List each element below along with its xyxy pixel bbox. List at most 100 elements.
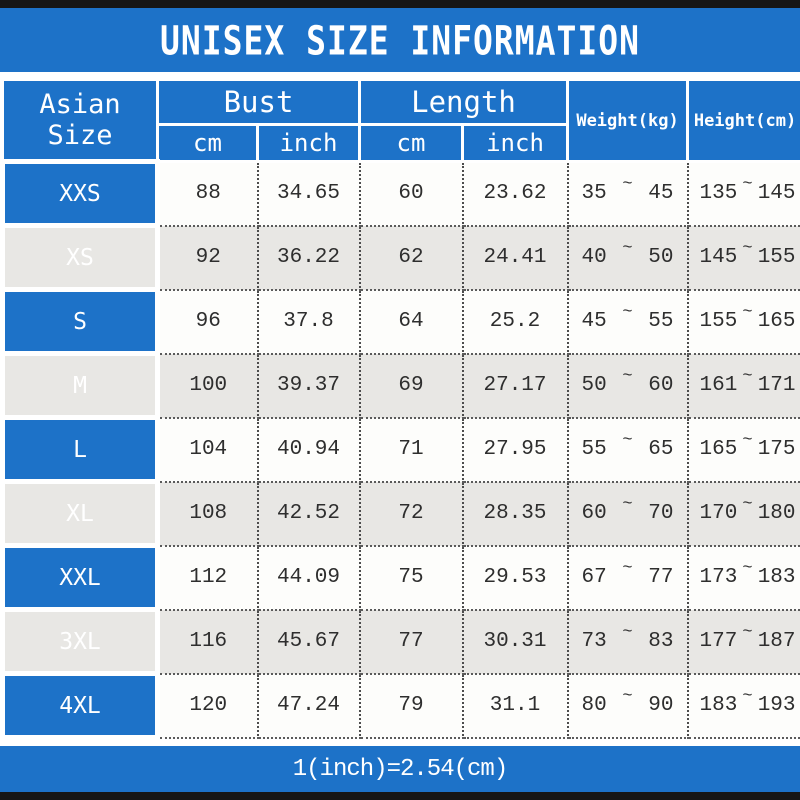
length-cm-cell: 62 [358, 224, 464, 291]
bust-cm-cell: 116 [156, 608, 259, 675]
tilde-separator: ~ [622, 431, 633, 450]
bust-cm-cell: 88 [156, 160, 259, 227]
height-range-cell: 170 ~ 180 [686, 480, 800, 547]
tilde-separator: ~ [742, 559, 753, 578]
size-label-cell: M [0, 351, 160, 420]
height-min: 165 [699, 438, 738, 461]
weight-max: 70 [648, 502, 674, 525]
tilde-separator: ~ [622, 623, 633, 642]
weight-min: 55 [581, 438, 607, 461]
header-group-row: Asian Size Bust Length Weight(kg) Height… [1, 78, 800, 163]
conversion-note-banner: 1(inch)=2.54(cm) [0, 746, 800, 792]
table-row-xxl: XXL 112 44.09 75 29.53 67 ~ 77 173 ~ 183 [0, 543, 800, 612]
height-max: 155 [757, 246, 796, 269]
length-cm-cell: 71 [358, 416, 464, 483]
weight-min: 60 [581, 502, 607, 525]
col-subheader-length-inch: inch [460, 123, 570, 163]
length-cm-cell: 77 [358, 608, 464, 675]
tilde-separator: ~ [622, 239, 633, 258]
tilde-separator: ~ [742, 623, 753, 642]
size-label-cell: 3XL [0, 607, 160, 676]
weight-max: 77 [648, 566, 674, 589]
length-cm-cell: 64 [358, 288, 464, 355]
height-min: 170 [699, 502, 738, 525]
weight-max: 65 [648, 438, 674, 461]
col-subheader-bust-cm: cm [156, 123, 259, 163]
col-header-asian-size: Asian Size [1, 78, 159, 163]
height-max: 183 [757, 566, 796, 589]
table-row-xl: XL 108 42.52 72 28.35 60 ~ 70 170 ~ 180 [0, 479, 800, 548]
height-max: 180 [757, 502, 796, 525]
height-min: 145 [699, 246, 738, 269]
weight-max: 83 [648, 630, 674, 653]
length-inch-cell: 31.1 [461, 672, 569, 739]
page-title: UNISEX SIZE INFORMATION [160, 16, 640, 64]
weight-max: 90 [648, 694, 674, 717]
weight-range-cell: 80 ~ 90 [566, 672, 689, 739]
tilde-separator: ~ [622, 303, 633, 322]
length-inch-cell: 23.62 [461, 160, 569, 227]
length-cm-cell: 69 [358, 352, 464, 419]
height-range-cell: 177 ~ 187 [686, 608, 800, 675]
bust-cm-cell: 104 [156, 416, 259, 483]
weight-range-cell: 35 ~ 45 [566, 160, 689, 227]
bust-inch-cell: 36.22 [256, 224, 361, 291]
tilde-separator: ~ [622, 367, 633, 386]
tilde-separator: ~ [742, 239, 753, 258]
tilde-separator: ~ [622, 495, 633, 514]
size-label-cell: XS [0, 223, 160, 292]
conversion-note: 1(inch)=2.54(cm) [292, 755, 508, 783]
bust-inch-cell: 44.09 [256, 544, 361, 611]
table-header: Asian Size Bust Length Weight(kg) Height… [1, 78, 800, 163]
weight-max: 60 [648, 374, 674, 397]
tilde-separator: ~ [742, 431, 753, 450]
weight-min: 35 [581, 182, 607, 206]
bust-inch-cell: 39.37 [256, 352, 361, 419]
table-row-m: M 100 39.37 69 27.17 50 ~ 60 161 ~ 171 [0, 351, 800, 420]
bust-cm-cell: 92 [156, 224, 259, 291]
weight-range-cell: 40 ~ 50 [566, 224, 689, 291]
tilde-separator: ~ [622, 687, 633, 706]
height-min: 177 [699, 630, 738, 653]
weight-range-cell: 60 ~ 70 [566, 480, 689, 547]
height-max: 171 [757, 374, 796, 397]
tilde-separator: ~ [742, 367, 753, 386]
col-header-bust: Bust [156, 78, 361, 126]
size-label-cell: XXS [0, 159, 160, 228]
col-header-length: Length [357, 78, 570, 126]
weight-range-cell: 45 ~ 55 [566, 288, 689, 355]
top-border-bar [0, 0, 800, 8]
table-body: XXS 88 34.65 60 23.62 35 ~ 45 135 ~ 145 … [0, 159, 800, 740]
weight-min: 73 [581, 630, 607, 653]
bust-cm-cell: 96 [156, 288, 259, 355]
bust-inch-cell: 47.24 [256, 672, 361, 739]
length-inch-cell: 29.53 [461, 544, 569, 611]
weight-max: 50 [648, 246, 674, 269]
length-cm-cell: 60 [358, 160, 464, 227]
col-subheader-length-cm: cm [358, 123, 464, 163]
height-min: 161 [699, 374, 738, 397]
table-row-xxs: XXS 88 34.65 60 23.62 35 ~ 45 135 ~ 145 [0, 159, 800, 228]
height-max: 145 [757, 182, 796, 206]
weight-range-cell: 50 ~ 60 [566, 352, 689, 419]
bust-cm-cell: 120 [156, 672, 259, 739]
height-min: 155 [699, 310, 738, 333]
height-range-cell: 161 ~ 171 [686, 352, 800, 419]
title-banner: UNISEX SIZE INFORMATION [0, 8, 800, 72]
size-label-cell: S [0, 287, 160, 356]
col-header-weight: Weight(kg) [566, 78, 690, 163]
weight-min: 40 [581, 246, 607, 269]
bust-inch-cell: 37.8 [256, 288, 361, 355]
weight-range-cell: 67 ~ 77 [566, 544, 689, 611]
bust-inch-cell: 34.65 [256, 160, 361, 227]
height-range-cell: 183 ~ 193 [686, 672, 800, 739]
height-min: 173 [699, 566, 738, 589]
weight-range-cell: 73 ~ 83 [566, 608, 689, 675]
weight-min: 50 [581, 374, 607, 397]
height-range-cell: 145 ~ 155 [686, 224, 800, 291]
weight-max: 55 [648, 310, 674, 333]
height-range-cell: 155 ~ 165 [686, 288, 800, 355]
length-inch-cell: 25.2 [461, 288, 569, 355]
table-row-xs: XS 92 36.22 62 24.41 40 ~ 50 145 ~ 155 [0, 223, 800, 292]
height-max: 175 [757, 438, 796, 461]
